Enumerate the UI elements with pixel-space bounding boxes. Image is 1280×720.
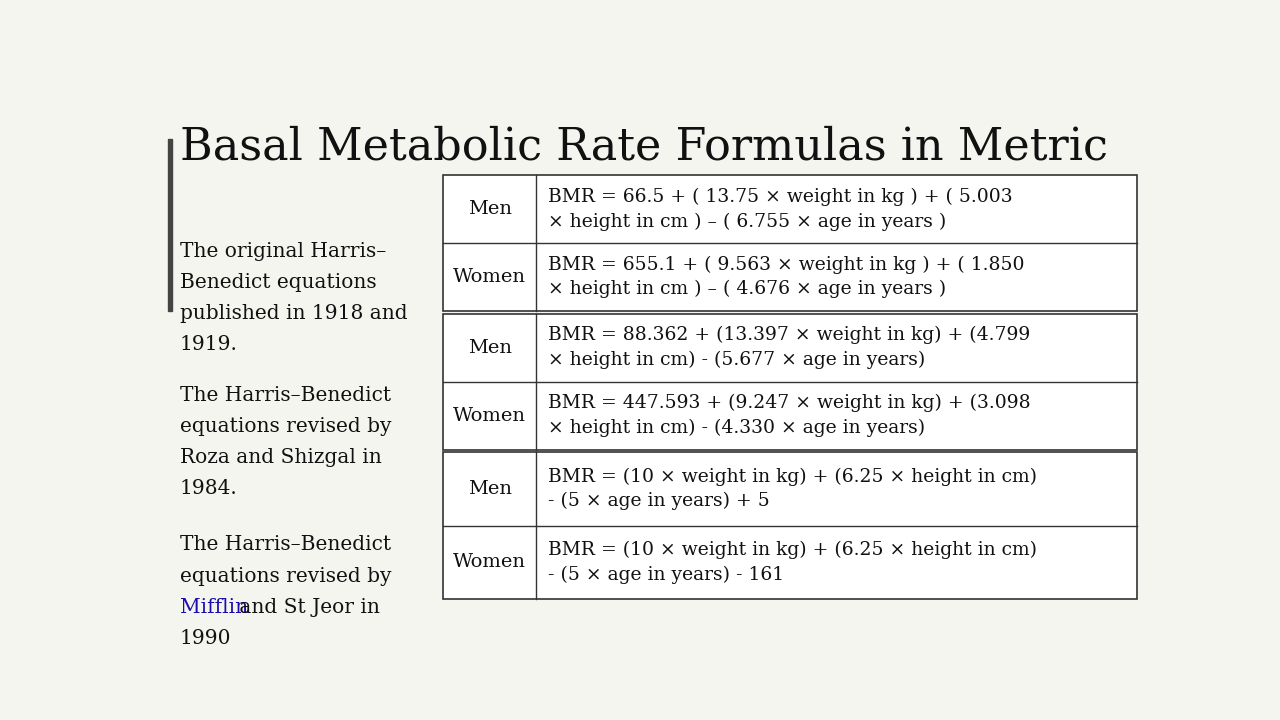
Bar: [168, 139, 172, 311]
Text: BMR = (10 × weight in kg) + (6.25 × height in cm)
- (5 × age in years) + 5: BMR = (10 × weight in kg) + (6.25 × heig…: [548, 467, 1037, 510]
Text: Men: Men: [467, 200, 512, 218]
Text: 1990: 1990: [179, 629, 232, 647]
Text: Women: Women: [453, 407, 526, 425]
Text: 1919.: 1919.: [179, 335, 238, 354]
Text: BMR = 447.593 + (9.247 × weight in kg) + (3.098
× height in cm) - (4.330 × age i: BMR = 447.593 + (9.247 × weight in kg) +…: [548, 394, 1030, 437]
Text: BMR = 88.362 + (13.397 × weight in kg) + (4.799
× height in cm) - (5.677 × age i: BMR = 88.362 + (13.397 × weight in kg) +…: [548, 326, 1030, 369]
Text: Women: Women: [453, 554, 526, 572]
Text: Roza and Shizgal in: Roza and Shizgal in: [179, 448, 381, 467]
Text: Benedict equations: Benedict equations: [179, 273, 376, 292]
Text: The original Harris–: The original Harris–: [179, 242, 387, 261]
Text: Women: Women: [453, 268, 526, 286]
Text: equations revised by: equations revised by: [179, 567, 392, 585]
Text: Men: Men: [467, 480, 512, 498]
Bar: [443, 452, 1137, 599]
Text: Men: Men: [467, 338, 512, 356]
Text: and St Jeor in: and St Jeor in: [233, 598, 379, 616]
Text: 1984.: 1984.: [179, 479, 238, 498]
Text: The Harris–Benedict: The Harris–Benedict: [179, 386, 390, 405]
Text: BMR = 655.1 + ( 9.563 × weight in kg ) + ( 1.850
× height in cm ) – ( 4.676 × ag: BMR = 655.1 + ( 9.563 × weight in kg ) +…: [548, 256, 1025, 298]
Text: The Harris–Benedict: The Harris–Benedict: [179, 536, 390, 554]
Text: Mifflin: Mifflin: [179, 598, 248, 616]
Bar: [443, 314, 1137, 449]
Text: published in 1918 and: published in 1918 and: [179, 304, 407, 323]
Text: BMR = (10 × weight in kg) + (6.25 × height in cm)
- (5 × age in years) - 161: BMR = (10 × weight in kg) + (6.25 × heig…: [548, 541, 1037, 584]
Text: Basal Metabolic Rate Formulas in Metric: Basal Metabolic Rate Formulas in Metric: [179, 125, 1107, 168]
Text: BMR = 66.5 + ( 13.75 × weight in kg ) + ( 5.003
× height in cm ) – ( 6.755 × age: BMR = 66.5 + ( 13.75 × weight in kg ) + …: [548, 188, 1012, 230]
Bar: [443, 175, 1137, 311]
Text: equations revised by: equations revised by: [179, 417, 392, 436]
